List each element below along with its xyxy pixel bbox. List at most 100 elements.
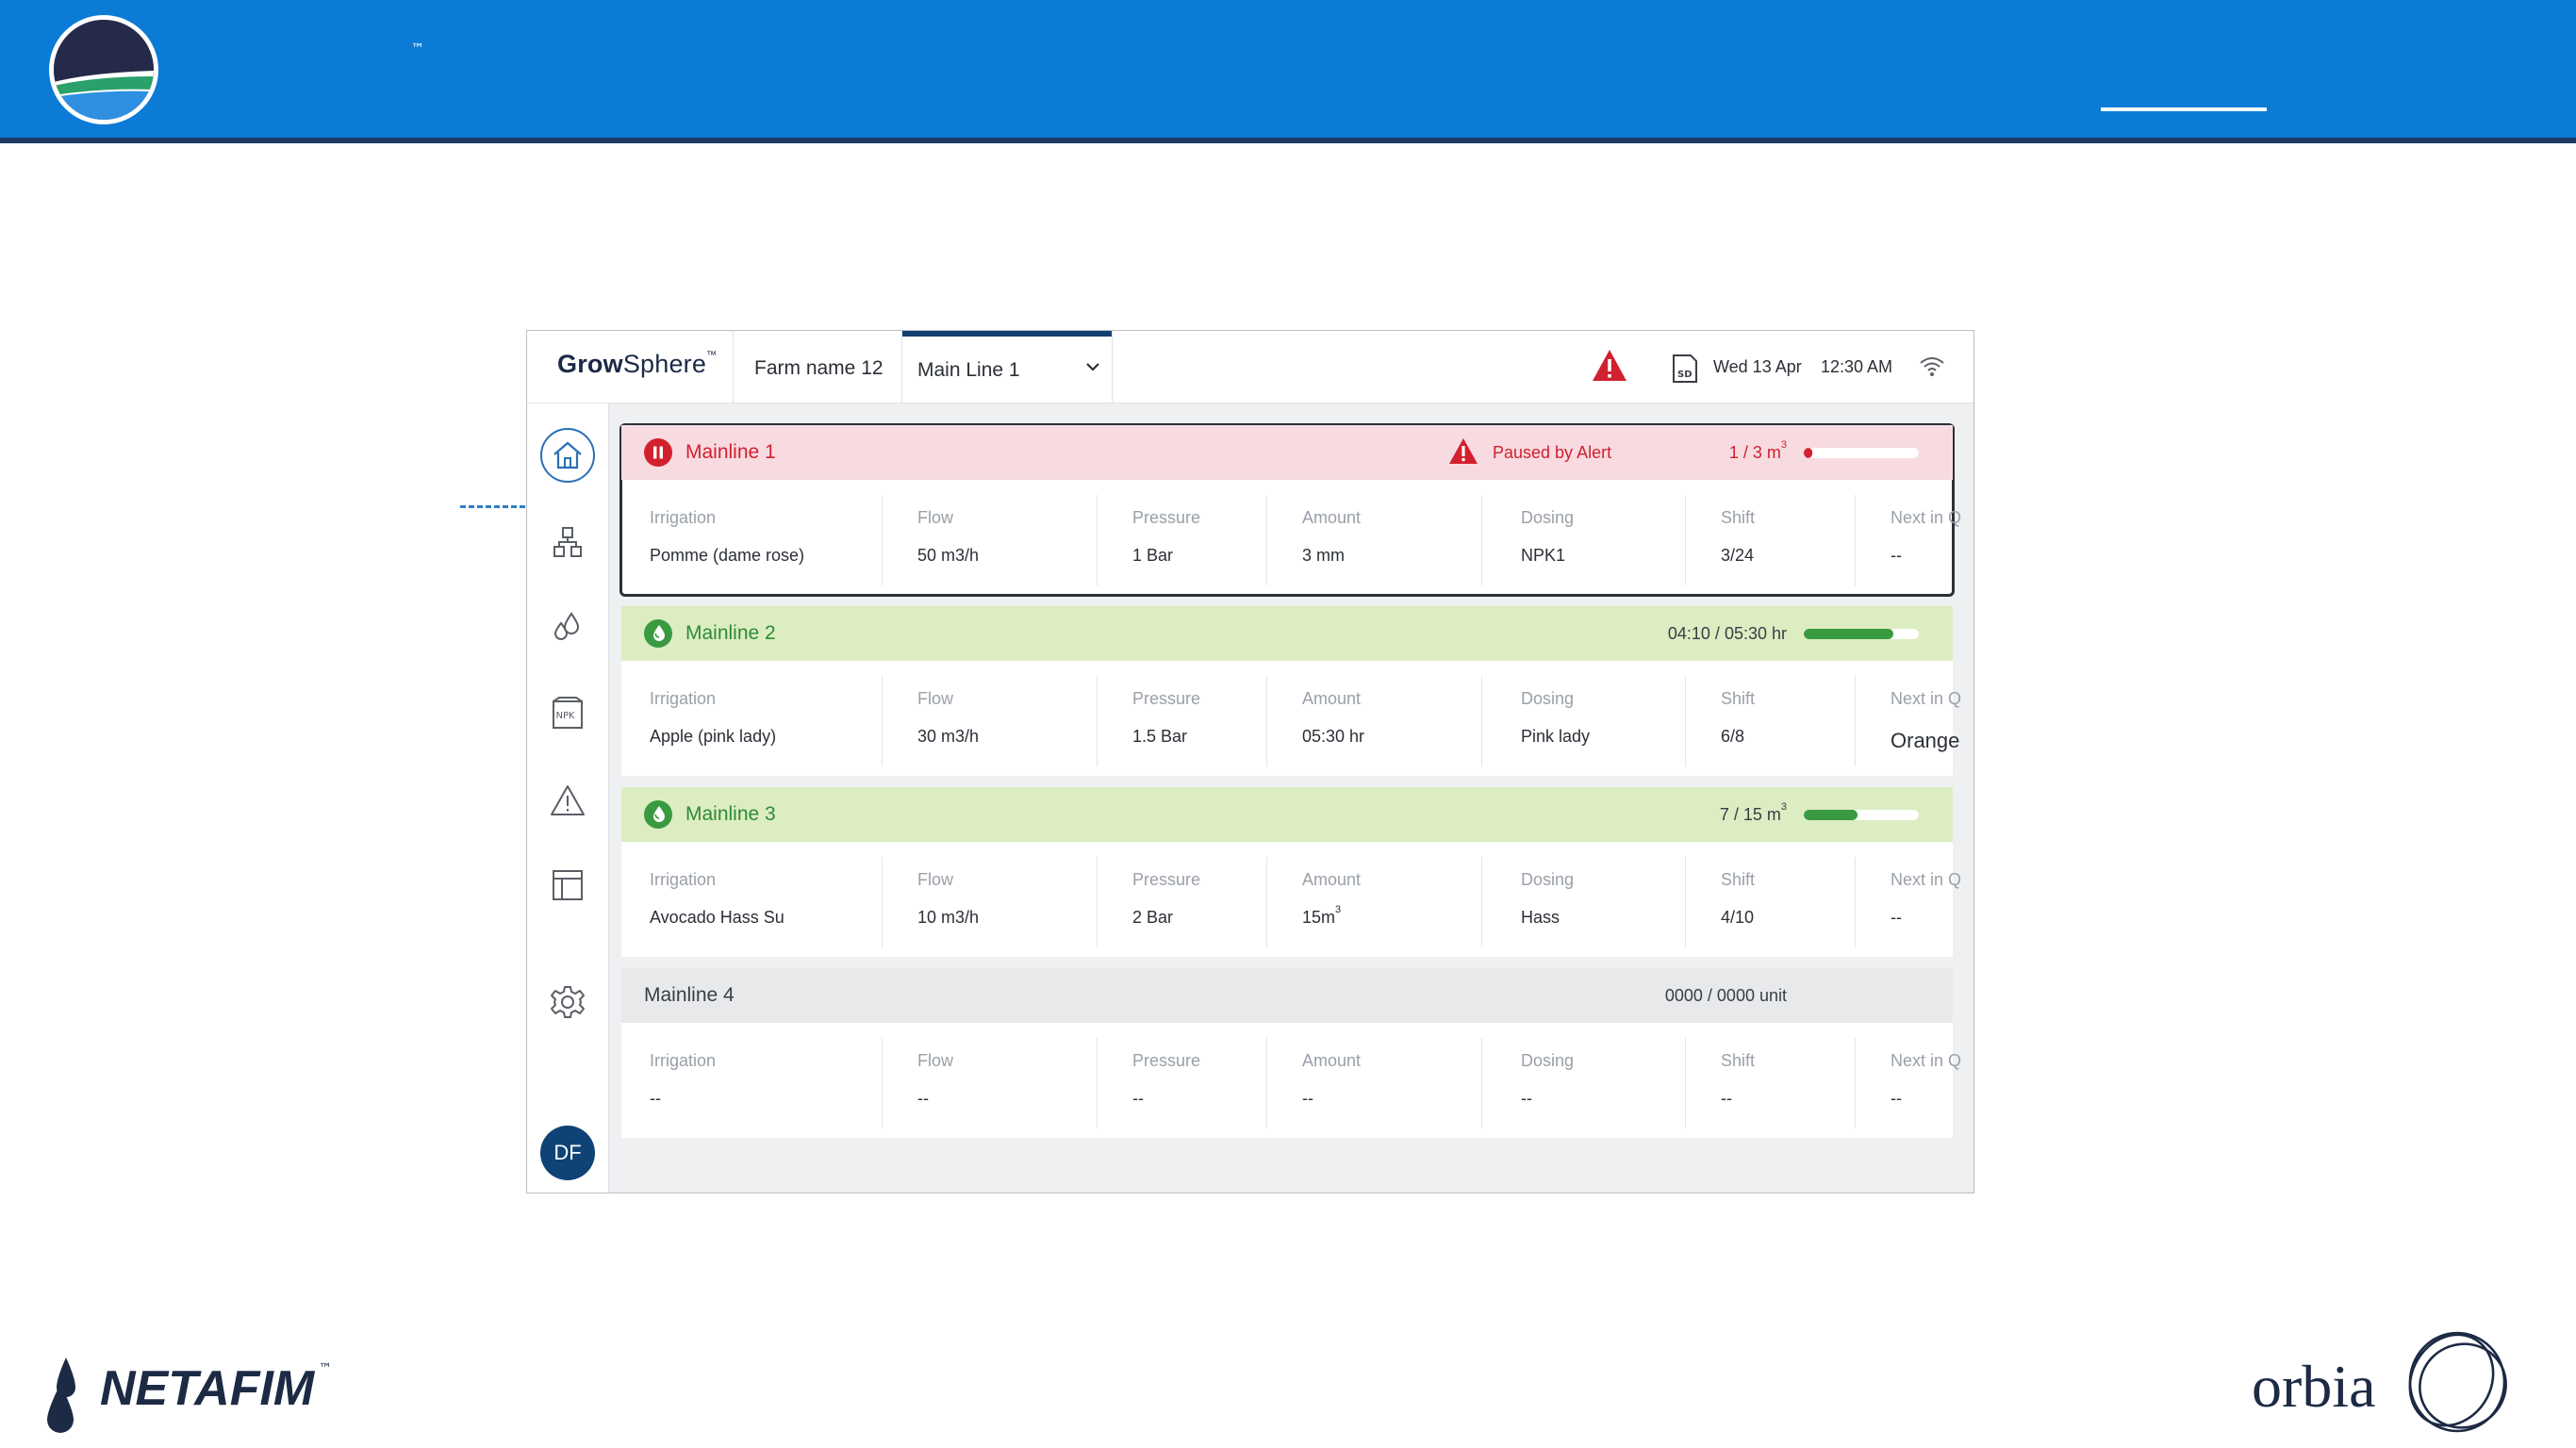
detail-label: Irrigation [650, 1051, 717, 1070]
detail-value: -- [1302, 1089, 1313, 1108]
netafim-wordmark: NETAFIM [100, 1361, 316, 1416]
detail-label: Pressure [1132, 508, 1201, 527]
detail-label: Amount [1302, 1051, 1362, 1070]
water-drop-icon [644, 800, 672, 829]
detail-value: Pomme (dame rose) [650, 546, 805, 565]
detail-column-next-in-q: Next in Q -- [1891, 495, 2107, 585]
detail-value: Apple (pink lady) [650, 727, 777, 746]
detail-column-pressure: Pressure 1 Bar [1132, 495, 1267, 585]
alert-icon [1449, 438, 1478, 464]
banner-underline [2101, 107, 2267, 111]
pause-icon [644, 438, 672, 467]
detail-column-dosing: Dosing -- [1521, 1038, 1686, 1128]
water-drop-icon [644, 619, 672, 648]
detail-value: 3/24 [1721, 546, 1755, 565]
detail-column-irrigation: Irrigation Apple (pink lady) [650, 676, 883, 766]
detail-label: Shift [1721, 689, 1756, 708]
detail-column-dosing: Dosing NPK1 [1521, 495, 1686, 585]
detail-label: Pressure [1132, 1051, 1201, 1070]
user-avatar[interactable]: DF [540, 1126, 595, 1180]
mainline-selector[interactable]: Main Line 1 [901, 331, 1113, 403]
detail-value: 3 mm [1302, 546, 1345, 565]
sidebar-item-water[interactable] [540, 600, 595, 654]
mainline-details: Irrigation Apple (pink lady) Flow 30 m3/h Pr… [621, 661, 1961, 776]
sidebar-item-home[interactable] [540, 428, 595, 483]
chevron-down-icon [1086, 363, 1099, 371]
banner-divider [0, 138, 2576, 143]
sidebar-item-alerts[interactable] [540, 773, 595, 828]
gear-icon [551, 986, 585, 1018]
detail-value: -- [1721, 1089, 1732, 1108]
progress-fill [1804, 810, 1858, 820]
sidebar: NPK DF [527, 403, 609, 1193]
detail-label: Next in Q [1891, 508, 1962, 527]
progress-bar [1804, 629, 1919, 639]
wifi-icon [1920, 357, 1944, 376]
detail-column-shift: Shift 4/10 [1721, 857, 1856, 947]
detail-value: 10 m3/h [917, 908, 980, 927]
detail-column-next-in-q: Next in Q -- [1891, 1038, 2107, 1128]
alert-icon[interactable] [1591, 348, 1628, 384]
detail-label: Flow [917, 870, 954, 889]
detail-column-dosing: Dosing Hass [1521, 857, 1686, 947]
mainline-card-3[interactable]: Mainline 3 7 / 15 m3 Irrigation Avocado H… [621, 787, 1961, 957]
mainline-name: Mainline 4 [644, 984, 735, 1006]
farm-name-selector[interactable]: Farm name 12 [733, 331, 900, 403]
detail-label: Dosing [1521, 870, 1575, 889]
detail-value: 50 m3/h [917, 546, 980, 565]
active-tab-indicator [902, 331, 1112, 337]
mainline-header: Mainline 1 Paused by Alert 1 / 3 m3 [621, 425, 1953, 480]
detail-column-next-in-q: Next in Q Orange [1891, 676, 2107, 766]
netafim-trademark: ™ [319, 1361, 332, 1376]
mainline-card-4[interactable]: Mainline 4 0000 / 0000 unit Irrigation --… [621, 968, 1961, 1138]
detail-value: 30 m3/h [917, 727, 980, 746]
detail-label: Pressure [1132, 689, 1201, 708]
detail-column-dosing: Dosing Pink lady [1521, 676, 1686, 766]
detail-label: Dosing [1521, 508, 1575, 527]
sidebar-item-network[interactable] [540, 515, 595, 569]
mainline-name: Mainline 2 [685, 622, 776, 644]
progress-text: 7 / 15 m3 [1719, 801, 1787, 824]
mainline-card-1[interactable]: Mainline 1 Paused by Alert 1 / 3 m3 Irri… [619, 423, 1961, 597]
progress-text: 0000 / 0000 unit [1664, 986, 1787, 1005]
detail-value: -- [1891, 546, 1902, 565]
detail-column-flow: Flow 30 m3/h [917, 676, 1098, 766]
detail-value: -- [1132, 1089, 1144, 1108]
mainline-header: Mainline 3 7 / 15 m3 [621, 787, 1953, 842]
detail-label: Flow [917, 508, 954, 527]
detail-label: Next in Q [1891, 1051, 1962, 1070]
detail-value: Avocado Hass Su [650, 908, 784, 927]
detail-value: 05:30 hr [1302, 727, 1365, 746]
detail-value: 15m3 [1302, 904, 1342, 927]
detail-label: Shift [1721, 870, 1756, 889]
sidebar-item-settings[interactable] [540, 975, 595, 1029]
mainline-card-2[interactable]: Mainline 2 04:10 / 05:30 hr Irrigation Ap… [621, 606, 1961, 776]
detail-value: 2 Bar [1132, 908, 1174, 927]
sidebar-item-table[interactable] [540, 858, 595, 913]
detail-value: Orange [1891, 729, 1960, 752]
detail-value: Pink lady [1521, 727, 1591, 746]
mainline-header: Mainline 2 04:10 / 05:30 hr [621, 606, 1953, 661]
detail-label: Amount [1302, 508, 1362, 527]
detail-label: Next in Q [1891, 689, 1962, 708]
mainline-details: Irrigation -- Flow -- Pressure -- Amount -- Dosi… [621, 1023, 1961, 1138]
mainline-details: Irrigation Avocado Hass Su Flow 10 m3/h Pres… [621, 842, 1961, 957]
detail-column-flow: Flow -- [917, 1038, 1098, 1128]
farm-name: Farm name 12 [754, 357, 883, 379]
status-text: Paused by Alert [1493, 443, 1612, 462]
mainline-details: Irrigation Pomme (dame rose) Flow 50 m3/h Pr… [621, 480, 1961, 595]
mainline-header: Mainline 4 0000 / 0000 unit [621, 968, 1953, 1023]
progress-bar [1804, 448, 1919, 458]
mainline-name: Mainline 3 [685, 803, 776, 825]
detail-column-irrigation: Irrigation Avocado Hass Su [650, 857, 883, 947]
detail-label: Irrigation [650, 508, 717, 527]
sd-card-icon: SD [1673, 354, 1697, 383]
detail-column-irrigation: Irrigation Pomme (dame rose) [650, 495, 883, 585]
orbia-logo: orbia [2252, 1331, 2507, 1433]
detail-column-amount: Amount 05:30 hr [1302, 676, 1482, 766]
detail-value: Hass [1521, 908, 1560, 927]
detail-column-next-in-q: Next in Q -- [1891, 857, 2107, 947]
netafim-logo: NETAFIM ™ [47, 1358, 332, 1433]
detail-label: Amount [1302, 870, 1362, 889]
sidebar-item-npk[interactable]: NPK [540, 686, 595, 741]
